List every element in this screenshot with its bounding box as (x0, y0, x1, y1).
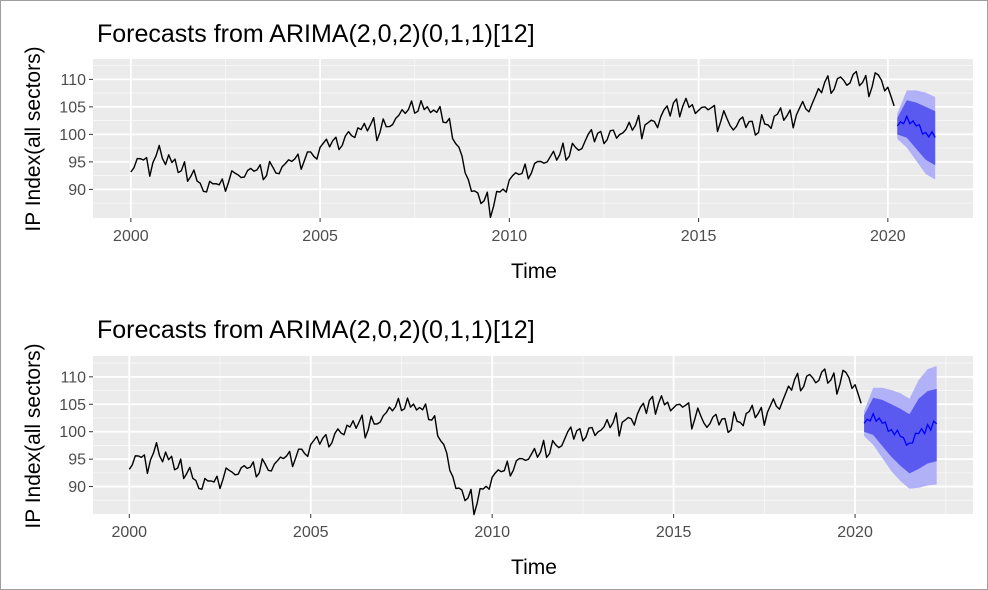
y-tick-label: 110 (60, 72, 86, 89)
chart-top: Forecasts from ARIMA(2,0,2)(0,1,1)[12] I… (22, 20, 973, 283)
x-tick-label: 2015 (656, 524, 692, 541)
y-tick-label: 100 (59, 127, 86, 144)
y-axis-title: IP Index(all sectors) (22, 46, 45, 231)
x-tick-label: 2020 (870, 228, 906, 245)
y-tick-label: 95 (68, 452, 86, 469)
y-axis-title: IP Index(all sectors) (22, 343, 45, 528)
forecast-mean-line (896, 114, 936, 139)
panel-background (93, 356, 973, 514)
historical-series-line (128, 368, 862, 516)
x-tick-label: 2010 (474, 524, 510, 541)
x-axis-title: Time (511, 260, 557, 283)
y-tick-label: 90 (68, 182, 86, 199)
chart-title: Forecasts from ARIMA(2,0,2)(0,1,1)[12] (97, 20, 535, 48)
forecast-mean-line (863, 411, 938, 447)
y-tick-label: 100 (59, 424, 86, 441)
x-tick-label: 2005 (302, 228, 338, 245)
y-tick-label: 95 (68, 154, 86, 171)
chart-bottom: Forecasts from ARIMA(2,0,2)(0,1,1)[12] I… (22, 316, 973, 579)
y-tick-label: 105 (59, 397, 86, 414)
plot-area: 2000 2005 2010 2015 2020 90 95 100 105 110 (59, 356, 973, 541)
x-tick-label: 2000 (113, 228, 149, 245)
y-tick-label: 110 (60, 369, 86, 386)
y-tick-label: 90 (68, 479, 86, 496)
prediction-interval-80 (864, 388, 937, 474)
x-tick-label: 2000 (111, 524, 147, 541)
panel-background (93, 59, 973, 218)
x-tick-label: 2010 (492, 228, 528, 245)
x-axis-title: Time (511, 556, 557, 579)
y-tick-label: 105 (59, 99, 86, 116)
historical-series-line (130, 70, 895, 219)
plot-area: 2000 2005 2010 2015 2020 90 95 100 105 110 (59, 59, 973, 245)
x-tick-label: 2015 (681, 228, 717, 245)
chart-title: Forecasts from ARIMA(2,0,2)(0,1,1)[12] (97, 316, 535, 344)
x-tick-label: 2020 (837, 524, 873, 541)
x-tick-label: 2005 (293, 524, 329, 541)
